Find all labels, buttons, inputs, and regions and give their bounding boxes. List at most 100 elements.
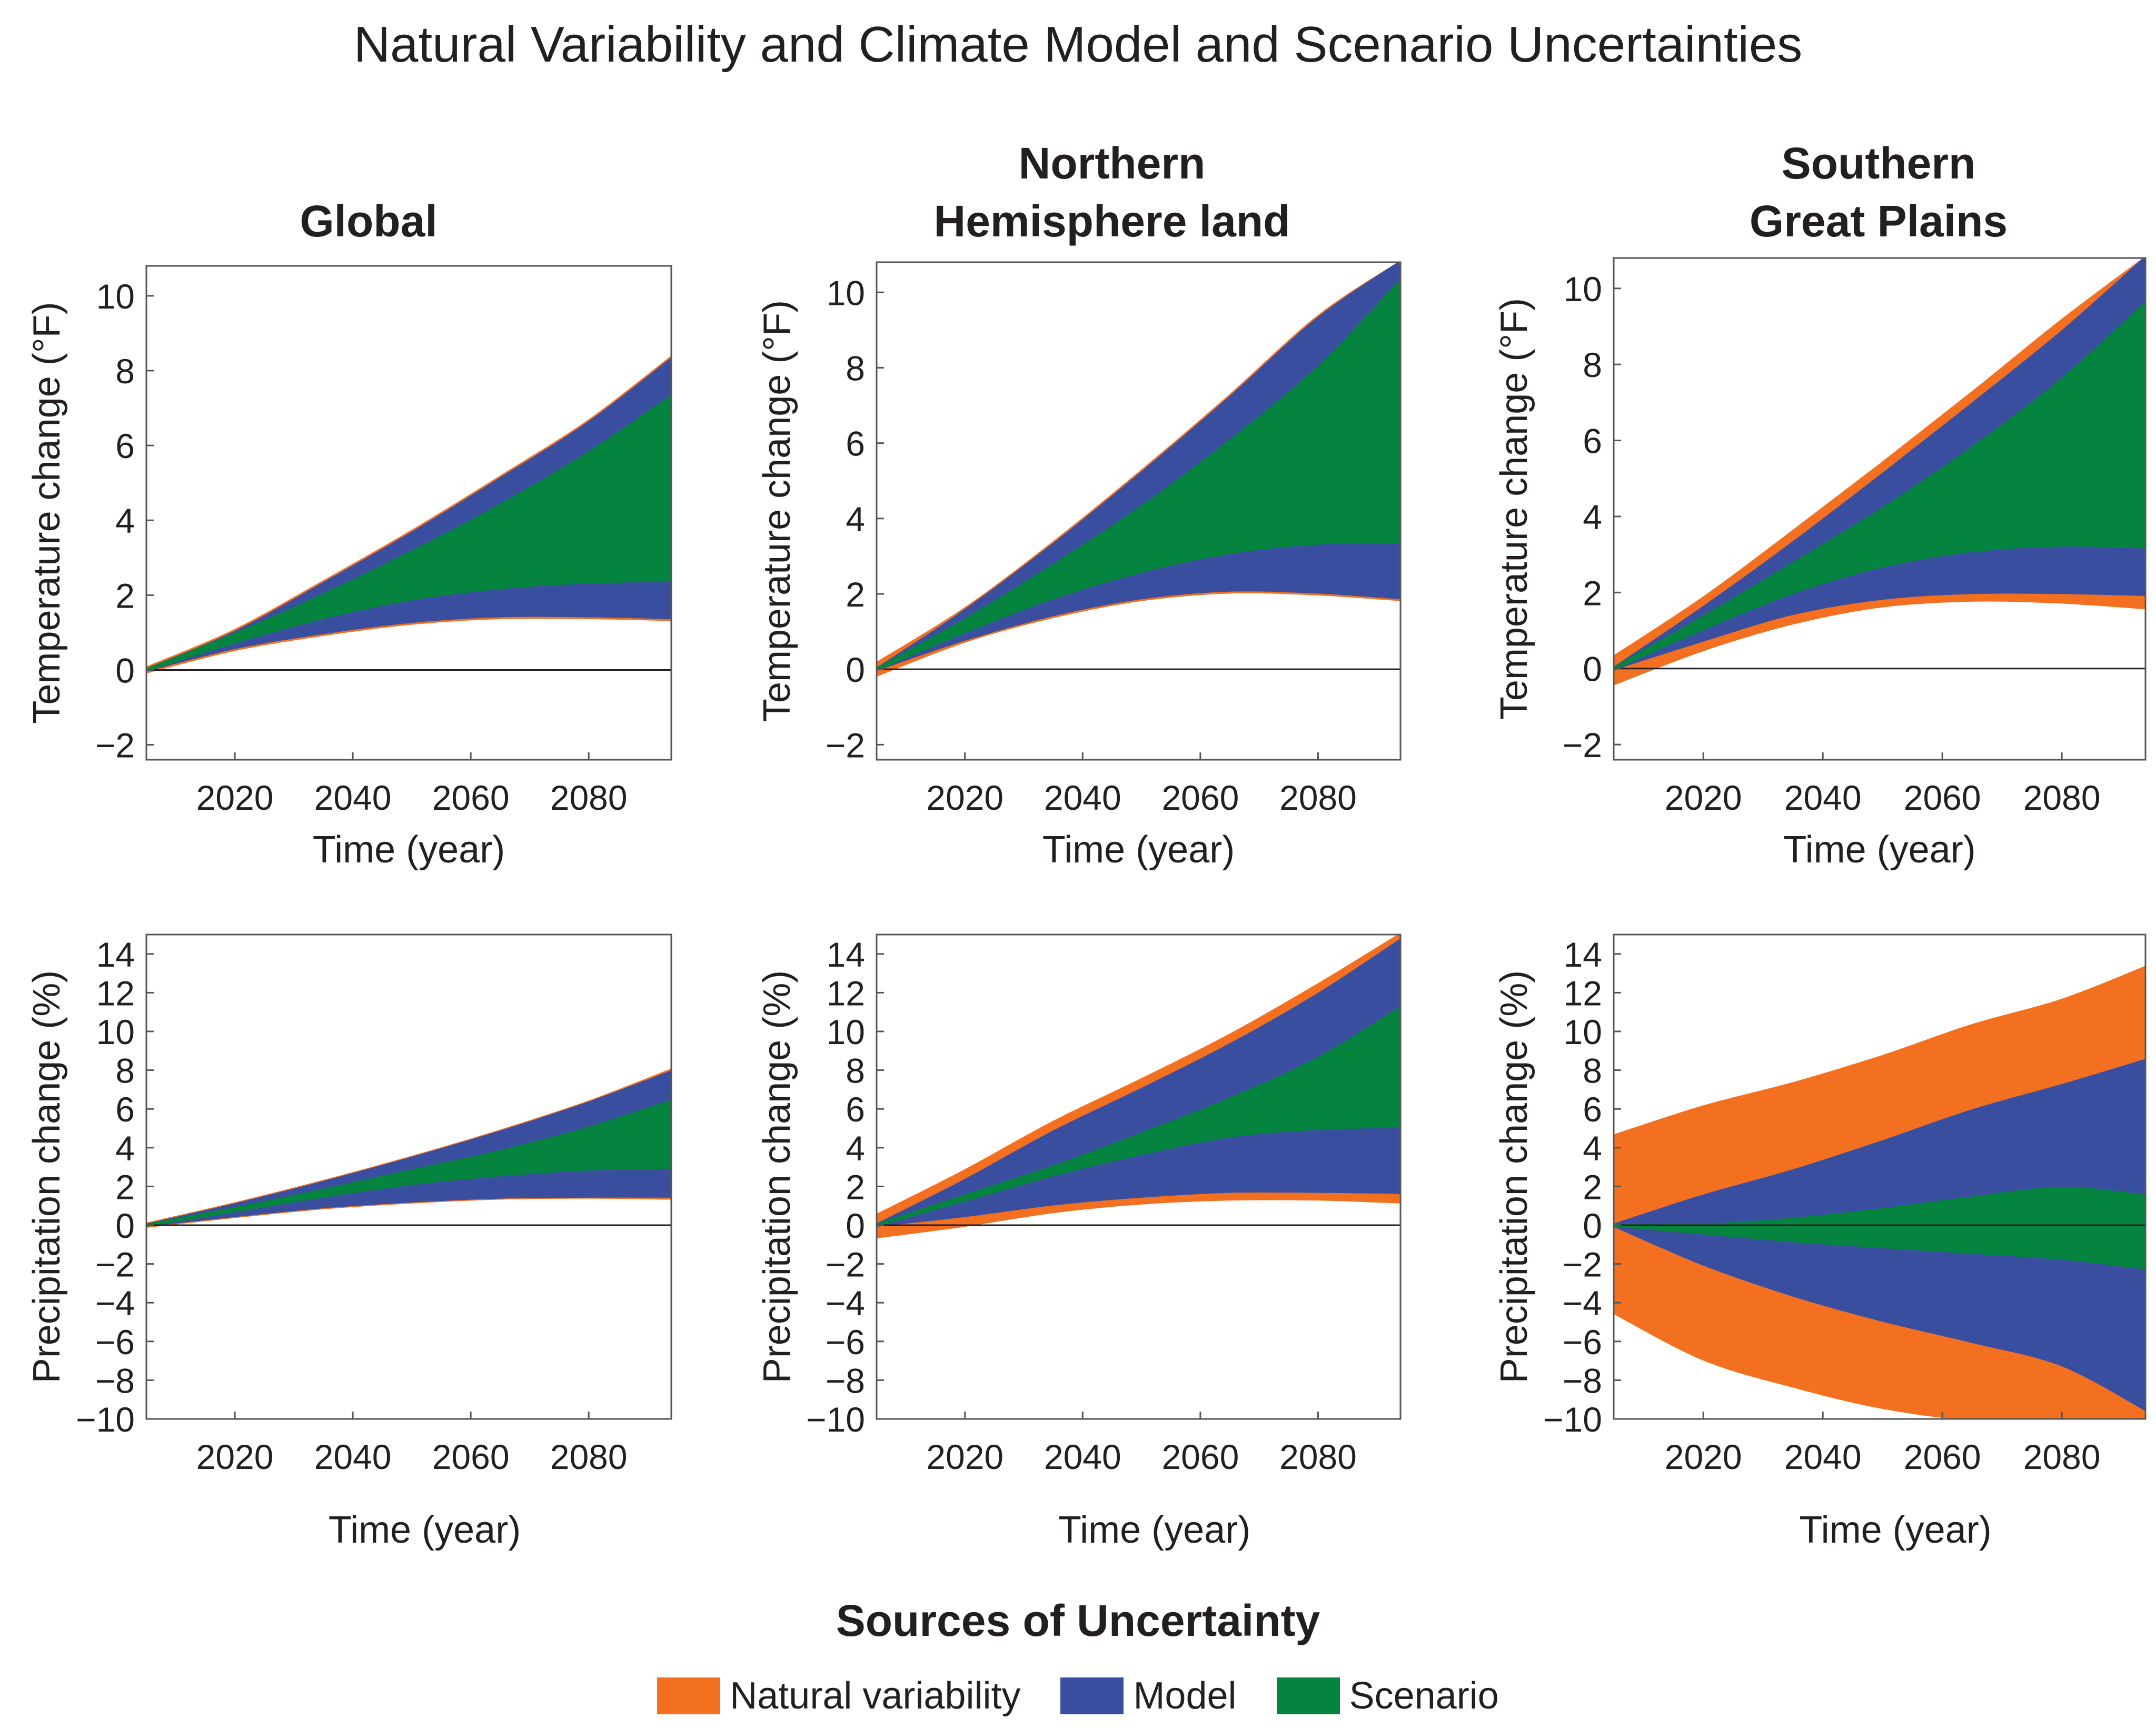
y-tick-label: −6 <box>826 1323 865 1362</box>
x-tick-label: 2020 <box>926 1437 1004 1476</box>
x-tick-label: 2020 <box>926 778 1004 817</box>
legend-item-scenario: Scenario <box>1276 1674 1499 1717</box>
y-tick-label: 2 <box>115 1167 135 1206</box>
band-scenario <box>877 279 1400 671</box>
y-tick-label: 4 <box>846 1129 865 1168</box>
y-tick-label: 12 <box>1564 974 1602 1012</box>
y-tick-label: 2 <box>115 576 135 615</box>
band-group <box>877 935 1400 1239</box>
x-tick-label: 2080 <box>2023 1437 2101 1476</box>
plot-frame <box>876 933 1402 1420</box>
x-tick-label: 2040 <box>1044 1437 1121 1476</box>
plot-frame <box>1613 933 2147 1420</box>
y-tick-label: 8 <box>1583 1051 1602 1090</box>
y-tick-label: −8 <box>95 1361 135 1400</box>
y-tick-label: 8 <box>1583 345 1602 384</box>
band-model <box>1614 258 2145 671</box>
band-group <box>877 262 1400 677</box>
band-group <box>1614 258 2145 686</box>
y-tick-label: −6 <box>95 1323 135 1362</box>
y-tick-label: 10 <box>96 277 135 316</box>
y-tick-label: 2 <box>846 575 865 614</box>
legend-label-scenario: Scenario <box>1349 1675 1499 1717</box>
y-tick-label: 10 <box>96 1012 135 1051</box>
column-title-nh-land: Northern Hemisphere land <box>849 134 1375 250</box>
legend-swatch-natural <box>657 1677 721 1714</box>
x-tick-label: 2040 <box>314 778 392 817</box>
x-tick-label: 2080 <box>1279 778 1357 817</box>
x-tick-label: 2040 <box>314 1437 392 1476</box>
y-tick-label: 8 <box>846 349 865 388</box>
x-tick-label: 2040 <box>1784 778 1862 817</box>
legend-label-natural: Natural variability <box>730 1675 1021 1717</box>
y-tick-label: −2 <box>1563 726 1602 764</box>
y-tick-label: 4 <box>115 1129 135 1168</box>
band-model <box>146 1070 671 1227</box>
plot-frame <box>145 933 672 1420</box>
legend: Natural variability Model Scenario <box>0 1674 2156 1717</box>
plot-frame <box>1613 257 2147 761</box>
column-title-line2: Global <box>300 196 438 246</box>
y-tick-label: −10 <box>806 1400 865 1439</box>
y-axis-label: Temperature change (°F) <box>756 300 798 722</box>
x-tick-label: 2080 <box>1279 1437 1357 1476</box>
y-tick-label: 14 <box>96 935 135 974</box>
x-tick-label: 2060 <box>1161 1437 1239 1476</box>
y-axis-label: Precipitation change (%) <box>756 970 798 1383</box>
column-title-line2: Hemisphere land <box>933 196 1290 246</box>
y-tick-label: −8 <box>1563 1361 1602 1400</box>
y-tick-label: 14 <box>1564 935 1602 974</box>
column-title-line1: Northern <box>1018 138 1206 188</box>
band-scenario <box>1614 1187 2145 1269</box>
chart-main-title: Natural Variability and Climate Model an… <box>353 16 1803 73</box>
x-axis-label: Time (year) <box>329 1509 521 1551</box>
x-axis-label: Time (year) <box>313 829 505 871</box>
y-tick-label: −2 <box>826 726 865 764</box>
legend-title: Sources of Uncertainty <box>836 1596 1320 1645</box>
y-tick-label: 10 <box>827 1012 865 1051</box>
y-tick-label: −2 <box>1563 1245 1602 1284</box>
y-tick-label: −8 <box>826 1361 865 1400</box>
band-group <box>1614 966 2145 1419</box>
y-tick-label: 14 <box>827 935 865 974</box>
band-model <box>877 262 1400 671</box>
x-tick-label: 2060 <box>1904 778 1981 817</box>
x-axis-label: Time (year) <box>1042 829 1235 871</box>
x-tick-label: 2020 <box>196 1437 274 1476</box>
chart-panel-nh-temp: −2 0 2 4 6 8 10 2020 2040 2060 2080 Time (year) Temp… <box>756 261 1402 871</box>
x-tick-label: 2020 <box>196 778 274 817</box>
y-tick-label: −2 <box>95 726 135 765</box>
y-tick-label: 12 <box>96 974 135 1012</box>
y-tick-label: 10 <box>827 273 865 312</box>
x-axis-label: Time (year) <box>1058 1509 1250 1551</box>
x-tick-label: 2040 <box>1784 1437 1862 1476</box>
column-title-line1: Southern <box>1781 138 1976 188</box>
y-tick-label: 2 <box>846 1167 865 1206</box>
y-tick-label: 6 <box>115 1090 135 1129</box>
y-tick-label: 12 <box>827 974 865 1012</box>
legend-label-model: Model <box>1133 1675 1237 1717</box>
y-tick-label: 4 <box>115 501 135 540</box>
band-scenario <box>1614 301 2145 671</box>
x-axis-label: Time (year) <box>1799 1509 1991 1551</box>
band-group <box>146 1068 671 1228</box>
column-title-line2: Great Plains <box>1749 196 2008 246</box>
y-tick-label: −10 <box>1543 1400 1602 1439</box>
legend-item-natural: Natural variability <box>657 1674 1020 1717</box>
y-tick-label: 6 <box>846 1090 865 1129</box>
x-tick-label: 2060 <box>432 1437 510 1476</box>
x-tick-label: 2080 <box>550 1437 628 1476</box>
band-scenario <box>146 395 671 672</box>
y-tick-label: 0 <box>1583 1206 1602 1245</box>
x-axis-label: Time (year) <box>1783 829 1975 871</box>
y-tick-label: 2 <box>1583 573 1602 612</box>
y-tick-label: −2 <box>826 1245 865 1284</box>
y-tick-label: −2 <box>95 1245 135 1284</box>
plot-frame <box>876 261 1402 761</box>
legend-swatch-model <box>1060 1677 1124 1714</box>
x-tick-label: 2020 <box>1665 778 1742 817</box>
legend-swatch-scenario <box>1276 1677 1340 1714</box>
